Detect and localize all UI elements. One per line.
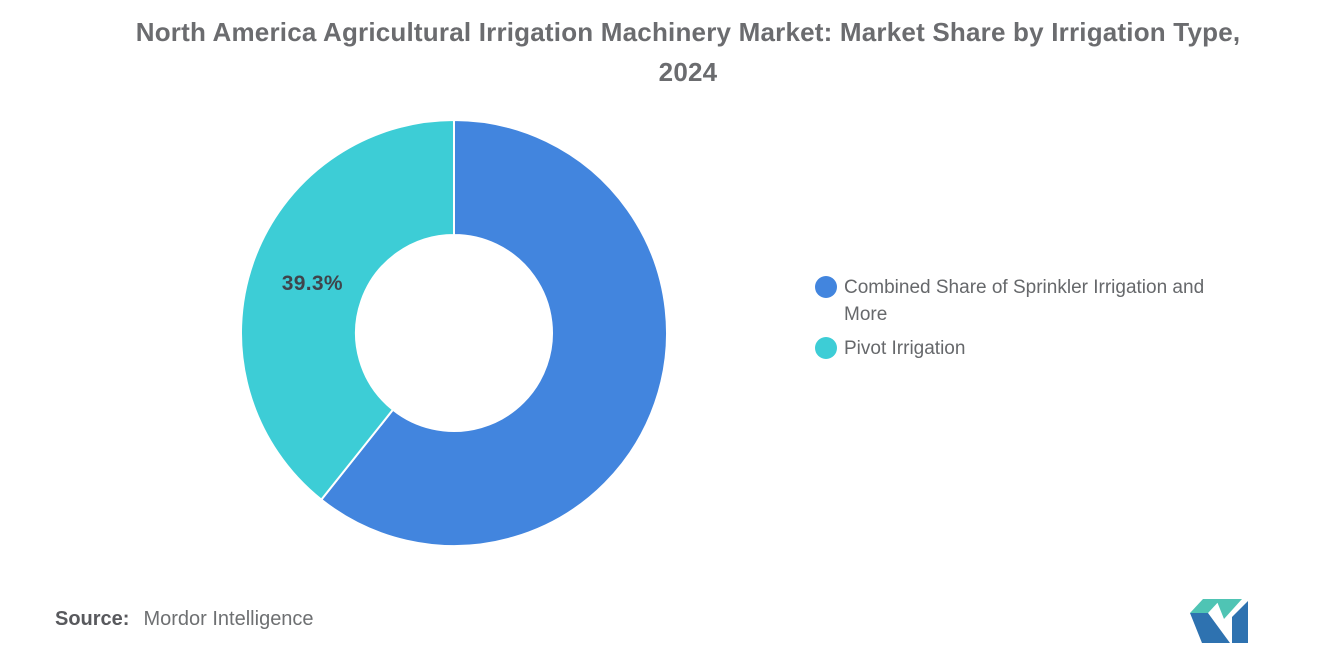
legend-swatch-icon <box>815 337 837 359</box>
legend-item-pivot-irrigation[interactable]: Pivot Irrigation <box>815 335 1229 362</box>
legend-label: Combined Share of Sprinkler Irrigation a… <box>844 277 1205 325</box>
legend-label: Pivot Irrigation <box>844 338 966 359</box>
mordor-intelligence-logo <box>1190 599 1248 643</box>
logo-teal-right-shape <box>1216 599 1242 619</box>
donut-chart: 39.3% <box>240 119 668 547</box>
donut-segment-0[interactable] <box>319 119 668 547</box>
logo-blue-left-shape <box>1190 613 1230 643</box>
donut-segment-1[interactable] <box>240 119 455 502</box>
logo-teal-left-shape <box>1190 599 1221 613</box>
source-name: Mordor Intelligence <box>143 608 314 630</box>
source-note: Source: Mordor Intelligence <box>55 608 314 631</box>
chart-legend: Combined Share of Sprinkler Irrigation a… <box>815 274 1229 362</box>
source-prefix: Source: <box>55 608 130 630</box>
legend-item-combined-sprinkler[interactable]: Combined Share of Sprinkler Irrigation a… <box>815 274 1229 328</box>
chart-title: North America Agricultural Irrigation Ma… <box>135 17 1241 87</box>
logo-blue-right-shape <box>1232 601 1248 643</box>
slice-label: 39.3% <box>281 271 343 295</box>
donut-svg <box>240 119 668 547</box>
legend-swatch-icon <box>815 276 837 298</box>
